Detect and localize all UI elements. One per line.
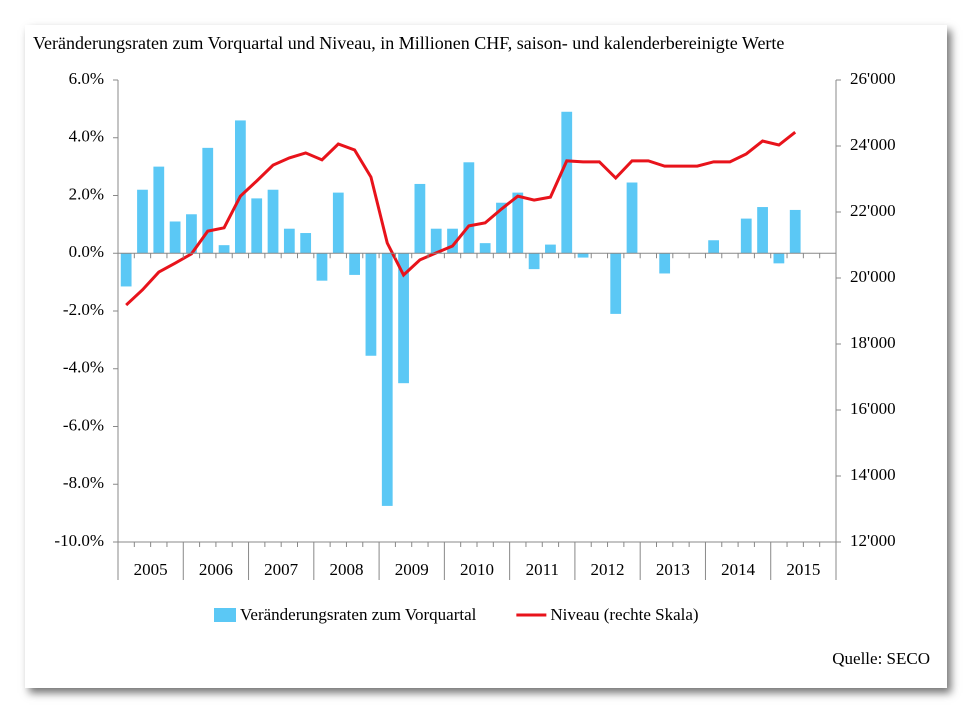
y2-tick-label: 20'000 bbox=[850, 267, 896, 286]
source: Quelle: SECO bbox=[832, 649, 930, 668]
bar bbox=[218, 245, 230, 254]
bar bbox=[479, 243, 491, 254]
bar bbox=[365, 253, 377, 356]
x-group-label: 2015 bbox=[786, 560, 820, 579]
bar bbox=[577, 253, 589, 258]
bar bbox=[512, 192, 524, 254]
y-tick-label: 0.0% bbox=[69, 242, 104, 261]
bar bbox=[740, 218, 752, 254]
legend-swatch bbox=[214, 608, 236, 622]
bar bbox=[414, 183, 426, 254]
x-group-label: 2012 bbox=[591, 560, 625, 579]
y-tick-label: -10.0% bbox=[54, 531, 104, 550]
bar bbox=[153, 166, 165, 254]
bar bbox=[496, 202, 507, 254]
x-group-label: 2008 bbox=[329, 560, 363, 579]
bar bbox=[381, 253, 393, 506]
bar bbox=[430, 228, 442, 254]
bar bbox=[398, 253, 409, 384]
y-tick-label: 2.0% bbox=[69, 184, 104, 203]
bar bbox=[545, 244, 556, 254]
y2-tick-label: 22'000 bbox=[850, 201, 896, 220]
bar bbox=[447, 228, 458, 254]
bar bbox=[186, 214, 197, 254]
bar bbox=[169, 221, 181, 254]
y-tick-label: 6.0% bbox=[69, 69, 104, 88]
bar bbox=[626, 182, 638, 254]
level-line bbox=[125, 130, 797, 307]
x-group-label: 2006 bbox=[199, 560, 233, 579]
bar bbox=[757, 207, 768, 254]
x-group-label: 2009 bbox=[395, 560, 429, 579]
y-tick-label: -8.0% bbox=[63, 473, 104, 492]
x-group-label: 2007 bbox=[264, 560, 299, 579]
x-group-label: 2010 bbox=[460, 560, 494, 579]
bar bbox=[251, 198, 263, 254]
y-tick-label: 4.0% bbox=[69, 127, 104, 146]
bar bbox=[708, 240, 719, 254]
x-group-label: 2005 bbox=[134, 560, 168, 579]
x-group-label: 2011 bbox=[526, 560, 559, 579]
y-tick-label: -4.0% bbox=[63, 358, 104, 377]
y-tick-label: -2.0% bbox=[63, 300, 104, 319]
bar bbox=[137, 189, 148, 254]
bar bbox=[316, 253, 328, 281]
x-group-label: 2014 bbox=[721, 560, 756, 579]
bar bbox=[120, 253, 132, 287]
bar bbox=[235, 120, 246, 254]
bar bbox=[789, 209, 801, 254]
y2-tick-label: 12'000 bbox=[850, 531, 896, 550]
bar bbox=[283, 228, 295, 254]
bar bbox=[202, 147, 214, 254]
bar bbox=[300, 233, 312, 254]
legend-label: Veränderungsraten zum Vorquartal bbox=[240, 605, 477, 624]
bar bbox=[528, 253, 540, 270]
y2-tick-label: 14'000 bbox=[850, 465, 896, 484]
bar bbox=[332, 192, 344, 254]
bar bbox=[463, 162, 475, 254]
y2-tick-label: 16'000 bbox=[850, 399, 896, 418]
y2-tick-label: 26'000 bbox=[850, 69, 896, 88]
bar bbox=[610, 253, 622, 314]
bar bbox=[349, 253, 360, 275]
chart-title: Veränderungsraten zum Vorquartal und Niv… bbox=[33, 33, 784, 53]
legend-label: Niveau (rechte Skala) bbox=[550, 605, 698, 624]
bar bbox=[561, 111, 573, 254]
bar bbox=[267, 189, 279, 254]
bar bbox=[773, 253, 785, 264]
x-group-label: 2013 bbox=[656, 560, 690, 579]
y2-tick-label: 18'000 bbox=[850, 333, 896, 352]
y2-tick-label: 24'000 bbox=[850, 135, 896, 154]
y-tick-label: -6.0% bbox=[63, 415, 104, 434]
bar bbox=[659, 253, 671, 274]
